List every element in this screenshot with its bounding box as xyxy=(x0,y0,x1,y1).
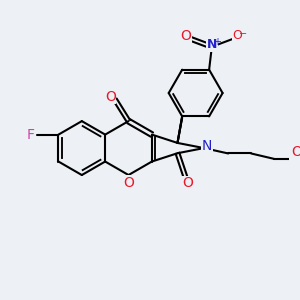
Text: O: O xyxy=(123,176,134,190)
Text: F: F xyxy=(26,128,34,142)
Text: O: O xyxy=(292,145,300,159)
Text: +: + xyxy=(213,37,220,47)
Text: O: O xyxy=(182,176,193,190)
Text: N: N xyxy=(202,139,212,153)
Text: O: O xyxy=(232,29,242,42)
Text: −: − xyxy=(239,29,247,39)
Text: O: O xyxy=(105,90,116,104)
Text: N: N xyxy=(207,38,217,51)
Text: O: O xyxy=(180,29,191,43)
